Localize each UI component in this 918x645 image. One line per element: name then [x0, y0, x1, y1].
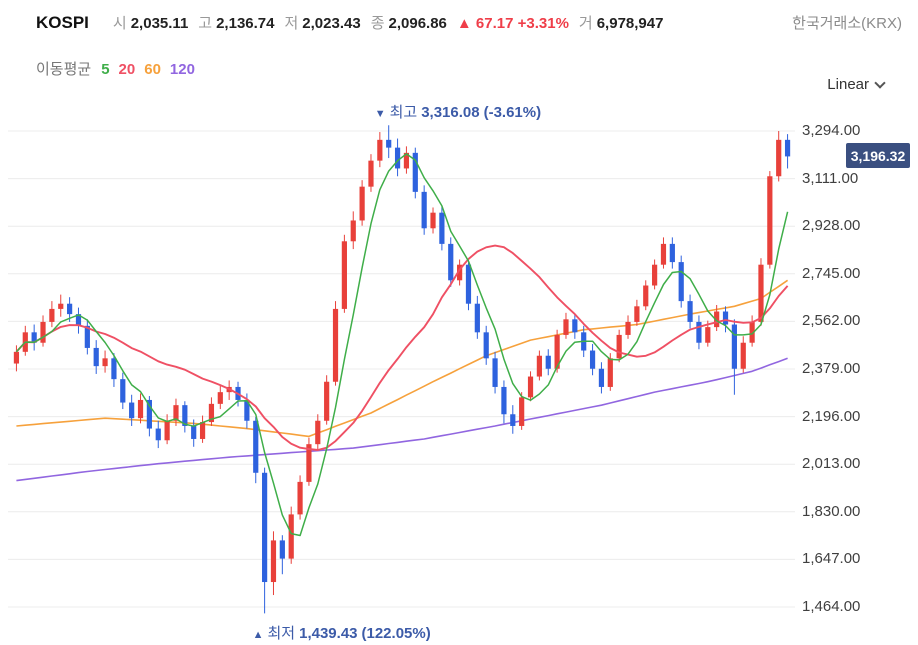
- low-label: 저: [284, 15, 299, 32]
- close-label: 종: [370, 15, 385, 32]
- ma-legend-label: 이동평균: [36, 61, 92, 78]
- change-value: ▲ 67.17 +3.31%: [456, 15, 569, 32]
- scale-selector[interactable]: Linear: [827, 76, 886, 93]
- y-axis-label: 2,013.00: [802, 455, 861, 473]
- chevron-down-icon: [874, 76, 886, 89]
- low-annotation: ▲ 최저 1,439.43 (122.05%): [253, 622, 431, 643]
- quote-header: KOSPI 시 2,035.11 고 2,136.74 저 2,023.43 종…: [36, 12, 902, 33]
- volume-value: 6,978,947: [596, 15, 664, 32]
- high-anno-value: 3,316.08: [421, 104, 480, 122]
- open-value: 2,035.11: [130, 15, 189, 32]
- up-triangle-icon: ▲: [252, 629, 264, 642]
- y-axis-label: 3,294.00: [802, 122, 861, 139]
- y-axis-label: 1,464.00: [802, 598, 861, 615]
- high-anno-label: 최고: [389, 104, 418, 122]
- y-axis-label: 2,562.00: [802, 312, 861, 330]
- high-label: 고: [198, 15, 213, 32]
- ma120-legend: 120: [169, 61, 195, 78]
- volume-label: 거: [578, 15, 593, 32]
- y-axis-label: 1,647.00: [802, 550, 861, 568]
- low-value: 2,023.43: [302, 15, 361, 32]
- ma60-legend: 60: [144, 61, 161, 78]
- y-axis-label: 1,830.00: [802, 502, 861, 520]
- y-axis-label: 3,111.00: [802, 169, 859, 187]
- low-anno-pct: (122.05%): [361, 625, 431, 643]
- y-axis-label: 2,196.00: [802, 407, 861, 425]
- high-anno-pct: (-3.61%): [483, 104, 542, 122]
- y-axis-label: 2,745.00: [802, 264, 861, 282]
- ma-legend: 이동평균 5 20 60 120: [36, 58, 204, 79]
- current-price-badge: 3,196.32: [846, 143, 910, 169]
- high-annotation: ▼ 최고 3,316.08 (-3.61%): [375, 101, 541, 122]
- ma5-legend: 5: [101, 61, 110, 78]
- high-value: 2,136.74: [216, 15, 275, 32]
- y-axis-label: 2,928.00: [802, 217, 861, 235]
- index-symbol: KOSPI: [36, 13, 89, 32]
- ma20-legend: 20: [118, 61, 136, 78]
- exchange-label: 한국거래소(KRX): [792, 15, 902, 32]
- scale-selector-label: Linear: [827, 76, 869, 93]
- close-value: 2,096.86: [388, 15, 447, 32]
- down-triangle-icon: ▼: [374, 108, 386, 121]
- y-axis-label: 2,379.00: [802, 360, 861, 377]
- open-label: 시: [112, 15, 127, 32]
- low-anno-label: 최저: [267, 625, 296, 643]
- low-anno-value: 1,439.43: [299, 625, 358, 643]
